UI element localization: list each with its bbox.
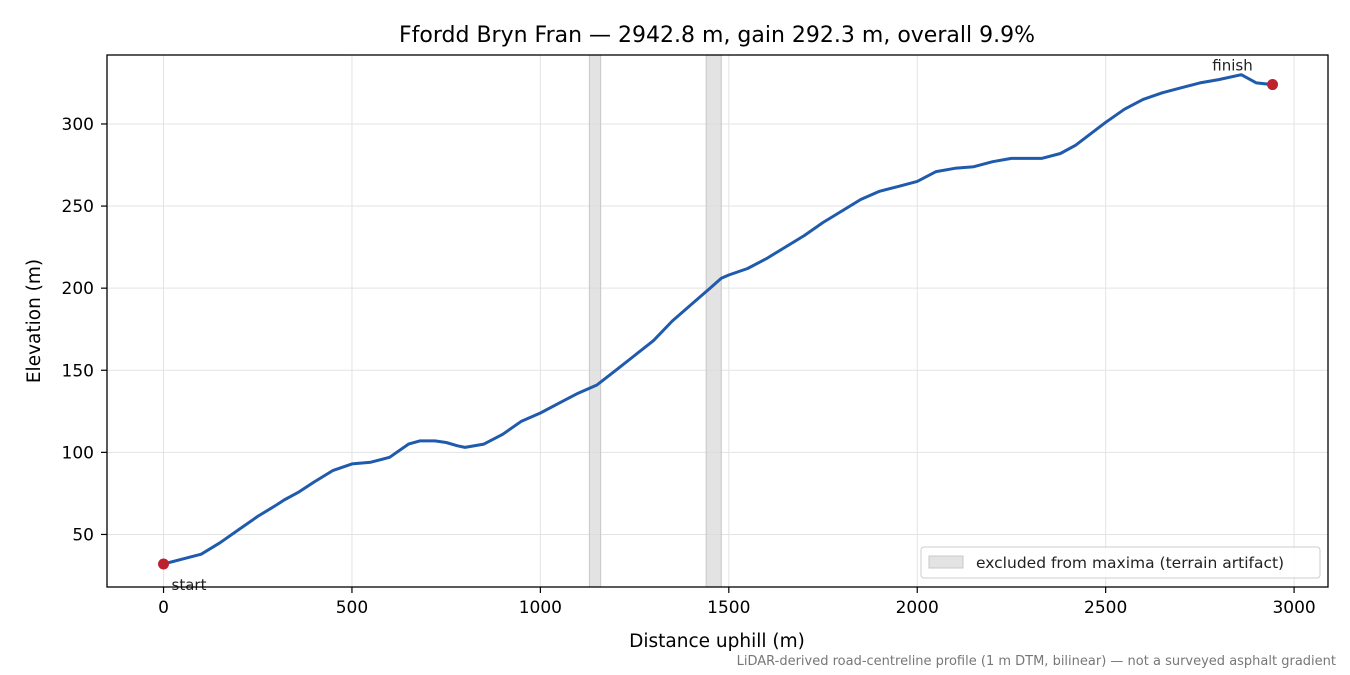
y-tick-label: 50 bbox=[72, 525, 94, 545]
excluded-band bbox=[588, 54, 602, 588]
x-axis-ticks: 0 500 1000 1500 2000 2500 3000 bbox=[158, 587, 1316, 618]
finish-label: finish bbox=[1212, 57, 1252, 75]
x-tick-label: 500 bbox=[336, 598, 368, 618]
y-tick-label: 300 bbox=[62, 115, 94, 135]
x-tick-label: 0 bbox=[158, 598, 169, 618]
footnote: LiDAR-derived road-centreline profile (1… bbox=[737, 654, 1336, 669]
start-label: start bbox=[172, 576, 207, 594]
x-tick-label: 2500 bbox=[1084, 598, 1127, 618]
chart-title: Ffordd Bryn Fran — 2942.8 m, gain 292.3 … bbox=[399, 23, 1035, 48]
x-axis-label: Distance uphill (m) bbox=[629, 631, 805, 652]
y-axis-label: Elevation (m) bbox=[24, 259, 45, 383]
excluded-band bbox=[705, 54, 722, 588]
finish-marker bbox=[1267, 79, 1279, 91]
x-tick-label: 1000 bbox=[519, 598, 562, 618]
plot-frame bbox=[106, 54, 1329, 588]
x-tick-label: 1500 bbox=[707, 598, 750, 618]
y-tick-label: 200 bbox=[62, 279, 94, 299]
legend-label: excluded from maxima (terrain artifact) bbox=[976, 554, 1284, 572]
start-marker bbox=[158, 558, 170, 570]
legend-swatch bbox=[928, 555, 964, 569]
y-tick-label: 100 bbox=[62, 443, 94, 463]
legend-box bbox=[920, 546, 1321, 579]
y-tick-label: 150 bbox=[62, 361, 94, 381]
endpoint-markers: start finish bbox=[158, 57, 1279, 594]
legend: excluded from maxima (terrain artifact) bbox=[920, 546, 1321, 579]
elevation-profile-line bbox=[162, 73, 1274, 566]
y-tick-label: 250 bbox=[62, 197, 94, 217]
x-tick-label: 2000 bbox=[896, 598, 939, 618]
x-tick-label: 3000 bbox=[1272, 598, 1315, 618]
y-axis-ticks: 50 100 150 200 250 300 bbox=[62, 115, 107, 545]
